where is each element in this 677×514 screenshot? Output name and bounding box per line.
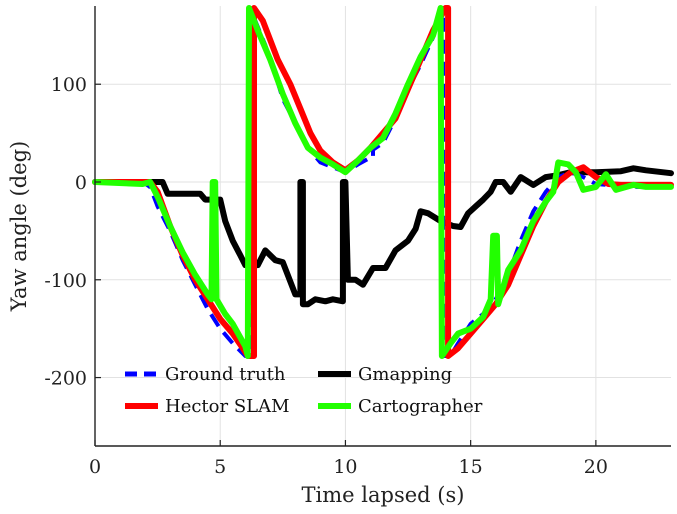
x-tick-label: 0 <box>89 456 101 478</box>
legend-label: Gmapping <box>358 364 452 385</box>
x-tick-label: 20 <box>584 456 608 478</box>
x-tick-label: 5 <box>214 456 226 478</box>
y-tick-label: -100 <box>44 270 87 292</box>
legend-label: Cartographer <box>358 396 483 417</box>
plot-background <box>95 6 671 446</box>
y-tick-label: 100 <box>51 74 87 96</box>
y-tick-label: 0 <box>75 172 87 194</box>
x-tick-label: 10 <box>333 456 357 478</box>
legend-label: Ground truth <box>165 364 286 385</box>
series-line-cartographer <box>92 5 674 359</box>
axes <box>94 6 671 447</box>
series-line-ground-truth <box>95 6 671 358</box>
y-tick-label: -200 <box>44 368 87 390</box>
legend-label: Hector SLAM <box>165 396 290 417</box>
x-tick-label: 15 <box>459 456 483 478</box>
series-lines <box>92 5 674 359</box>
tick-labels: 0 5 10 15 20 100 0 -100 -200 <box>44 74 608 478</box>
y-axis-label: Yaw angle (deg) <box>7 141 31 312</box>
x-axis-label: Time lapsed (s) <box>302 483 465 507</box>
legend: Ground truth Hector SLAM Gmapping Cartograp… <box>125 364 483 417</box>
